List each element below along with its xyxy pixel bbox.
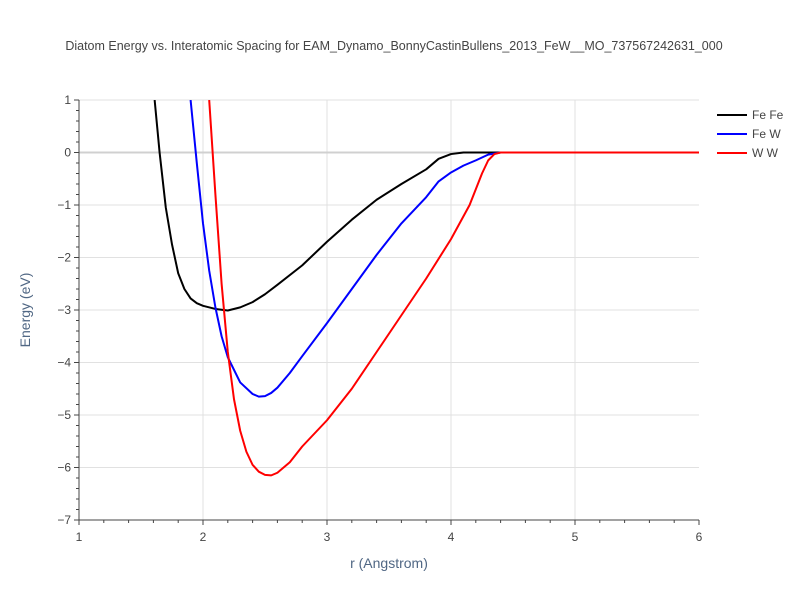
y-tick-label: −3: [57, 303, 71, 317]
y-tick-label: −4: [57, 356, 71, 370]
y-tick-label: 1: [64, 93, 71, 107]
legend-item[interactable]: Fe Fe: [717, 108, 784, 122]
legend-label: W W: [752, 146, 779, 160]
legend-item[interactable]: Fe W: [717, 127, 781, 141]
x-tick-label: 4: [448, 530, 455, 544]
legend[interactable]: Fe Fe Fe W W W: [717, 108, 784, 160]
grid-layer: [79, 99, 699, 520]
x-tick-label: 6: [696, 530, 703, 544]
y-tick-label: 0: [64, 146, 71, 160]
x-tick-label: 3: [324, 530, 331, 544]
chart-title: Diatom Energy vs. Interatomic Spacing fo…: [65, 39, 722, 53]
x-tick-label: 1: [76, 530, 83, 544]
y-tick-label: −1: [57, 198, 71, 212]
legend-item[interactable]: W W: [717, 146, 779, 160]
y-axis-title: Energy (eV): [17, 273, 33, 348]
y-tick-label: −5: [57, 408, 71, 422]
series-line-2: [189, 100, 699, 398]
legend-label: Fe Fe: [752, 108, 784, 122]
x-tick-label: 2: [200, 530, 207, 544]
legend-label: Fe W: [752, 127, 781, 141]
axes-layer: 1 2 3 4 5 6 1 0 −1 −2 −3 −4 −5 −6 −7: [57, 93, 702, 544]
series-line-3: [208, 100, 699, 477]
y-tick-label: −6: [57, 461, 71, 475]
x-tick-label: 5: [572, 530, 579, 544]
x-axis-title: r (Angstrom): [350, 555, 428, 571]
plot-layer: [153, 100, 699, 477]
y-tick-label: −7: [57, 513, 71, 527]
series-line-1: [153, 100, 699, 312]
y-tick-label: −2: [57, 251, 71, 265]
